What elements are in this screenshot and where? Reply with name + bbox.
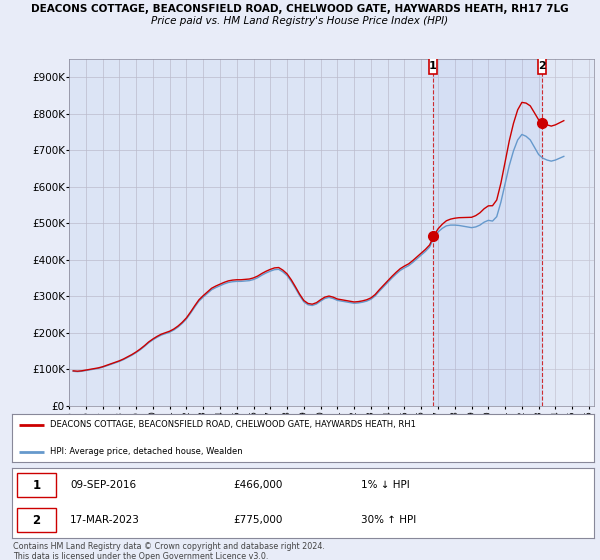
Text: 17-MAR-2023: 17-MAR-2023 [70,515,140,525]
Text: 09-SEP-2016: 09-SEP-2016 [70,480,136,490]
Text: 30% ↑ HPI: 30% ↑ HPI [361,515,416,525]
Text: Contains HM Land Registry data © Crown copyright and database right 2024.
This d: Contains HM Land Registry data © Crown c… [13,542,325,560]
Text: 1: 1 [429,60,437,71]
Text: £775,000: £775,000 [233,515,283,525]
Bar [542,59,594,406]
Text: £466,000: £466,000 [233,480,283,490]
Bar [433,59,542,406]
Text: 1% ↓ HPI: 1% ↓ HPI [361,480,410,490]
Text: DEACONS COTTAGE, BEACONSFIELD ROAD, CHELWOOD GATE, HAYWARDS HEATH, RH17 7LG: DEACONS COTTAGE, BEACONSFIELD ROAD, CHEL… [31,4,569,14]
Bar [542,59,594,406]
FancyBboxPatch shape [428,58,437,74]
Text: Price paid vs. HM Land Registry's House Price Index (HPI): Price paid vs. HM Land Registry's House … [151,16,449,26]
Text: 2: 2 [538,60,546,71]
Text: DEACONS COTTAGE, BEACONSFIELD ROAD, CHELWOOD GATE, HAYWARDS HEATH, RH1: DEACONS COTTAGE, BEACONSFIELD ROAD, CHEL… [50,421,416,430]
FancyBboxPatch shape [538,58,547,74]
FancyBboxPatch shape [17,508,56,532]
Text: HPI: Average price, detached house, Wealden: HPI: Average price, detached house, Weal… [50,447,242,456]
Text: 2: 2 [32,514,41,526]
Text: 1: 1 [32,479,41,492]
FancyBboxPatch shape [17,473,56,497]
